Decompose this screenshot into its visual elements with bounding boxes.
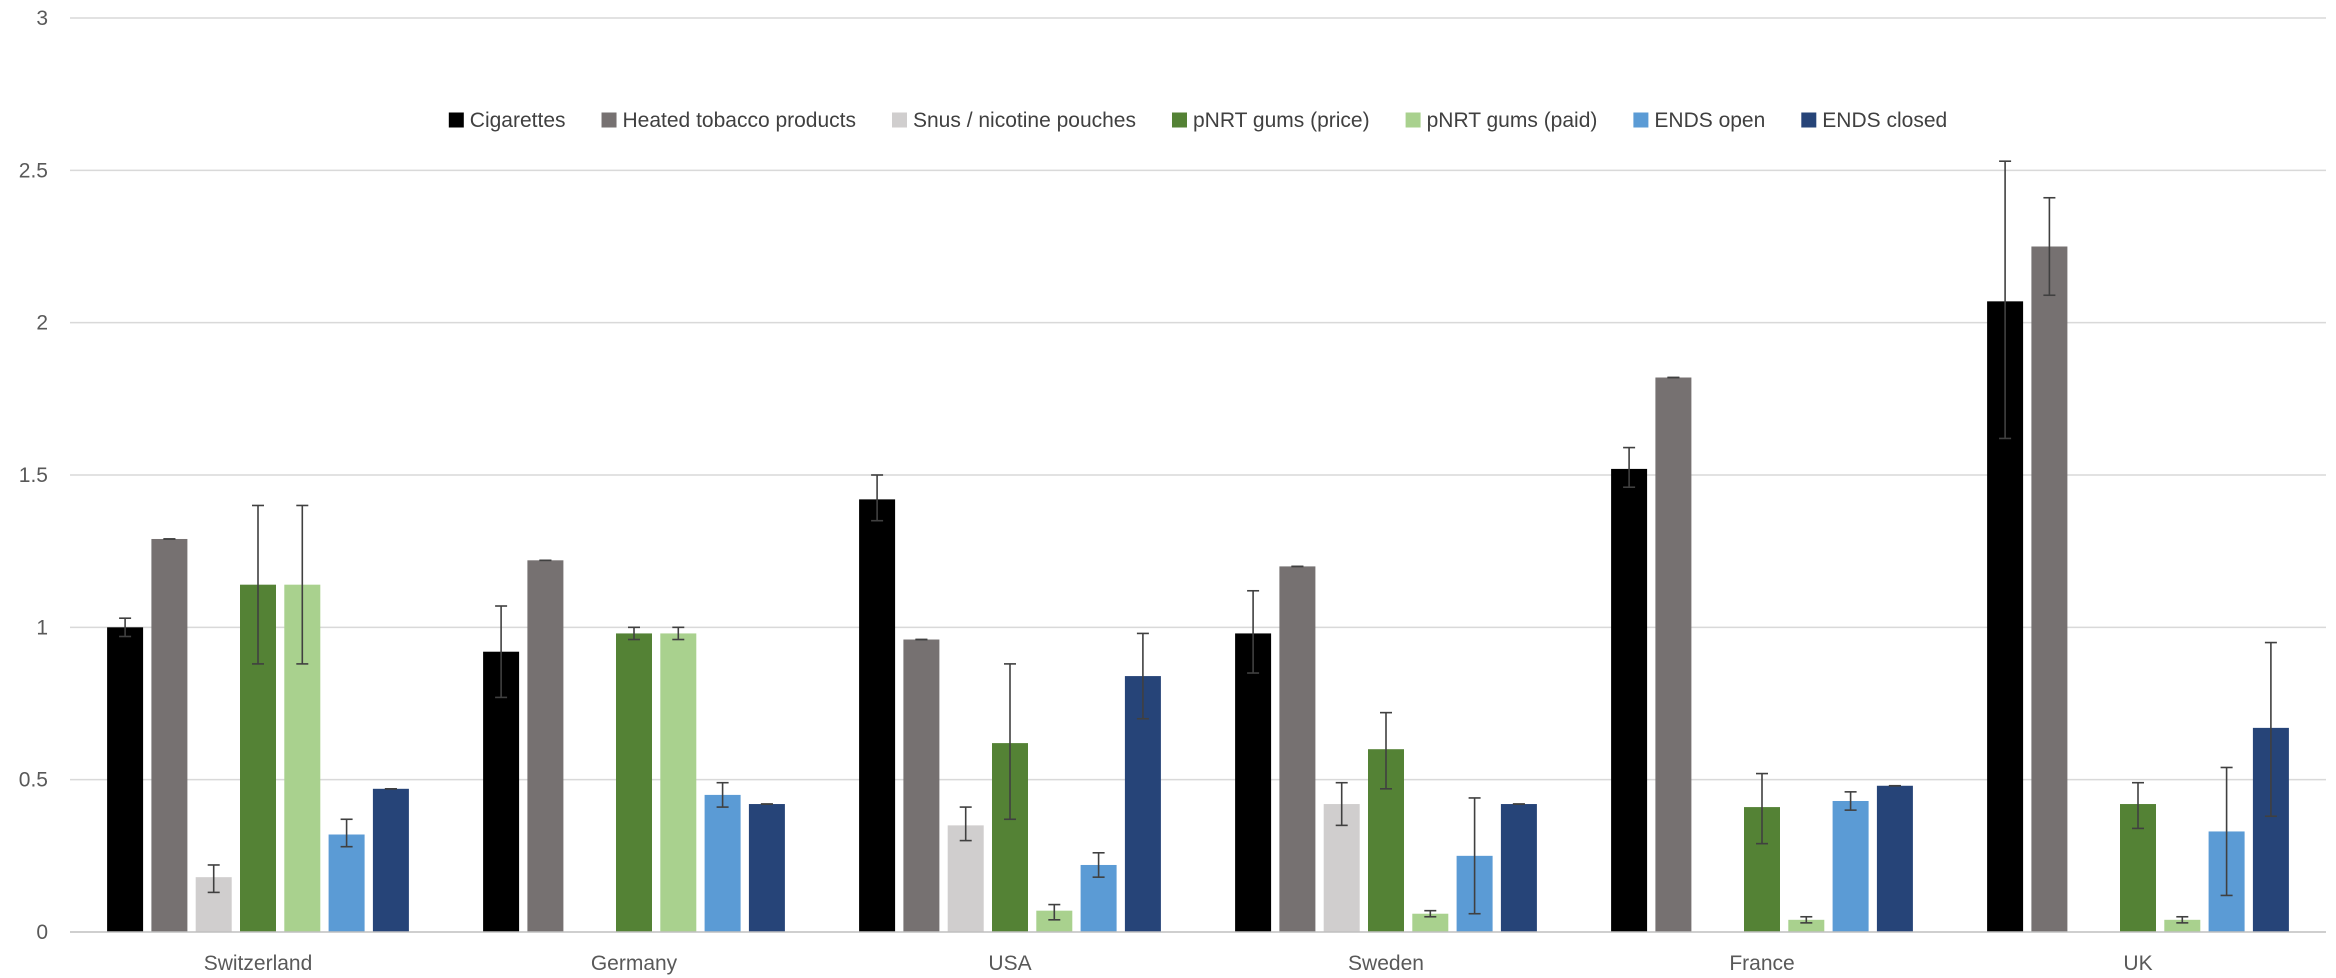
error-bar-cigarettes-switzerland — [119, 617, 132, 638]
bar-cigarettes-germany — [483, 651, 520, 932]
x-category-label: UK — [2123, 952, 2152, 975]
error-bar-pnrt-gums-price-usa — [1004, 663, 1016, 821]
x-category-label: France — [1729, 952, 1794, 975]
legend-item-pnrt-gums-paid: pNRT gums (paid) — [1405, 109, 1598, 132]
bar-pnrt-gums-paid-germany — [660, 633, 697, 932]
bar-pnrt-gums-price-germany — [616, 633, 652, 932]
error-bar-snus-nicotine-pouches-sweden — [1335, 781, 1348, 827]
gridlines — [70, 17, 2326, 781]
bar-heated-tobacco-products-germany — [527, 560, 564, 932]
legend-swatch — [892, 112, 908, 128]
legend-item-heated-tobacco-products: Heated tobacco products — [601, 109, 856, 132]
error-bar-pnrt-gums-paid-sweden — [1424, 909, 1437, 918]
error-bar-pnrt-gums-price-sweden — [1380, 711, 1392, 790]
error-bar-ends-closed-uk — [2264, 641, 2277, 818]
x-category-label: Switzerland — [204, 952, 313, 975]
legend-item-ends-closed: ENDS closed — [1801, 109, 1947, 132]
bar-heated-tobacco-products-france — [1655, 377, 1692, 932]
y-tick-label: 1 — [36, 616, 48, 639]
legend-swatch — [1405, 112, 1421, 128]
error-bar-pnrt-gums-price-germany — [628, 626, 640, 641]
y-tick-label: 0 — [36, 921, 48, 944]
error-bar-snus-nicotine-pouches-switzerland — [207, 864, 220, 894]
bar-pnrt-gums-paid-sweden — [1412, 913, 1449, 932]
error-bar-heated-tobacco-products-uk — [2043, 196, 2056, 297]
error-bar-pnrt-gums-paid-germany — [672, 626, 685, 641]
error-bar-cigarettes-uk — [1999, 160, 2012, 440]
bar-ends-closed-switzerland — [372, 788, 409, 932]
bar-cigarettes-france — [1611, 468, 1648, 932]
legend-swatch — [1633, 112, 1649, 128]
y-tick-label: 3 — [36, 7, 48, 30]
x-axis-category-labels: Switzerland Germany USA Sweden France UK — [204, 952, 2153, 975]
bar-snus-nicotine-pouches-usa — [947, 825, 984, 932]
bar-ends-open-switzerland — [328, 834, 365, 932]
bar-cigarettes-usa — [859, 499, 896, 932]
bar-pnrt-gums-paid-uk — [2164, 919, 2201, 932]
x-category-label: USA — [988, 952, 1031, 975]
bars — [107, 246, 2289, 933]
bar-pnrt-gums-paid-usa — [1036, 910, 1073, 932]
legend-swatch — [1171, 112, 1187, 128]
legend-item-ends-open: ENDS open — [1633, 109, 1765, 132]
bar-heated-tobacco-products-switzerland — [151, 538, 188, 932]
error-bar-cigarettes-usa — [871, 474, 884, 522]
legend-label: ENDS open — [1654, 109, 1765, 132]
bar-pnrt-gums-paid-france — [1788, 919, 1825, 932]
error-bar-pnrt-gums-price-switzerland — [252, 504, 264, 665]
error-bar-pnrt-gums-paid-uk — [2176, 915, 2189, 924]
bar-ends-open-germany — [704, 794, 741, 932]
legend-label: Cigarettes — [470, 109, 566, 132]
error-bar-pnrt-gums-price-uk — [2132, 781, 2144, 830]
legend-label: Heated tobacco products — [623, 109, 856, 132]
error-bar-snus-nicotine-pouches-usa — [959, 806, 972, 842]
bar-heated-tobacco-products-usa — [903, 639, 940, 932]
error-bar-pnrt-gums-paid-switzerland — [296, 504, 309, 665]
y-axis-tick-labels: 0 0.5 1 1.5 2 2.5 3 — [19, 7, 48, 944]
bar-heated-tobacco-products-uk — [2031, 246, 2068, 932]
bar-cigarettes-sweden — [1235, 633, 1272, 932]
error-bar-ends-open-usa — [1092, 851, 1105, 878]
bar-ends-closed-sweden — [1500, 804, 1537, 932]
bar-ends-open-france — [1832, 800, 1869, 932]
legend-label: pNRT gums (price) — [1193, 109, 1370, 132]
legend: Cigarettes Heated tobacco products Snus / … — [448, 109, 1947, 132]
bar-ends-closed-france — [1876, 785, 1913, 932]
legend-swatch — [448, 112, 464, 128]
error-bar-ends-open-germany — [716, 781, 729, 808]
error-bar-ends-open-switzerland — [340, 818, 353, 848]
error-bar-ends-closed-usa — [1136, 632, 1149, 720]
y-tick-label: 2.5 — [19, 159, 48, 182]
legend-label: Snus / nicotine pouches — [913, 109, 1136, 132]
bar-heated-tobacco-products-sweden — [1279, 566, 1316, 932]
legend-swatch — [601, 112, 617, 128]
y-tick-label: 1.5 — [19, 464, 48, 487]
error-bar-ends-open-sweden — [1468, 797, 1481, 915]
error-bar-ends-open-uk — [2220, 766, 2233, 897]
y-tick-label: 0.5 — [19, 769, 48, 792]
error-bar-cigarettes-sweden — [1247, 589, 1260, 674]
legend-label: pNRT gums (paid) — [1427, 109, 1598, 132]
error-bar-pnrt-gums-price-france — [1756, 772, 1768, 845]
legend-swatch — [1801, 112, 1817, 128]
x-category-label: Germany — [591, 952, 678, 975]
error-bars — [119, 160, 2277, 924]
bar-cigarettes-switzerland — [107, 627, 144, 932]
error-bar-ends-open-france — [1844, 791, 1857, 811]
legend-label: ENDS closed — [1822, 109, 1947, 132]
error-bar-cigarettes-france — [1623, 446, 1636, 488]
error-bar-pnrt-gums-paid-usa — [1048, 903, 1061, 921]
legend-item-cigarettes: Cigarettes — [448, 109, 566, 132]
error-bar-cigarettes-germany — [495, 605, 508, 699]
x-category-label: Sweden — [1348, 952, 1424, 975]
legend-item-snus-nicotine-pouches: Snus / nicotine pouches — [892, 109, 1136, 132]
error-bar-pnrt-gums-paid-france — [1800, 915, 1813, 924]
bar-ends-closed-germany — [748, 804, 785, 932]
legend-item-pnrt-gums-price: pNRT gums (price) — [1171, 109, 1370, 132]
y-tick-label: 2 — [36, 312, 48, 335]
